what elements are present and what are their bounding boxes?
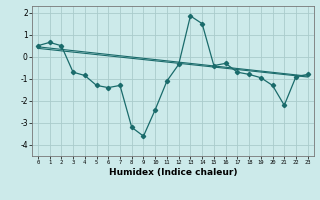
X-axis label: Humidex (Indice chaleur): Humidex (Indice chaleur) xyxy=(108,168,237,177)
